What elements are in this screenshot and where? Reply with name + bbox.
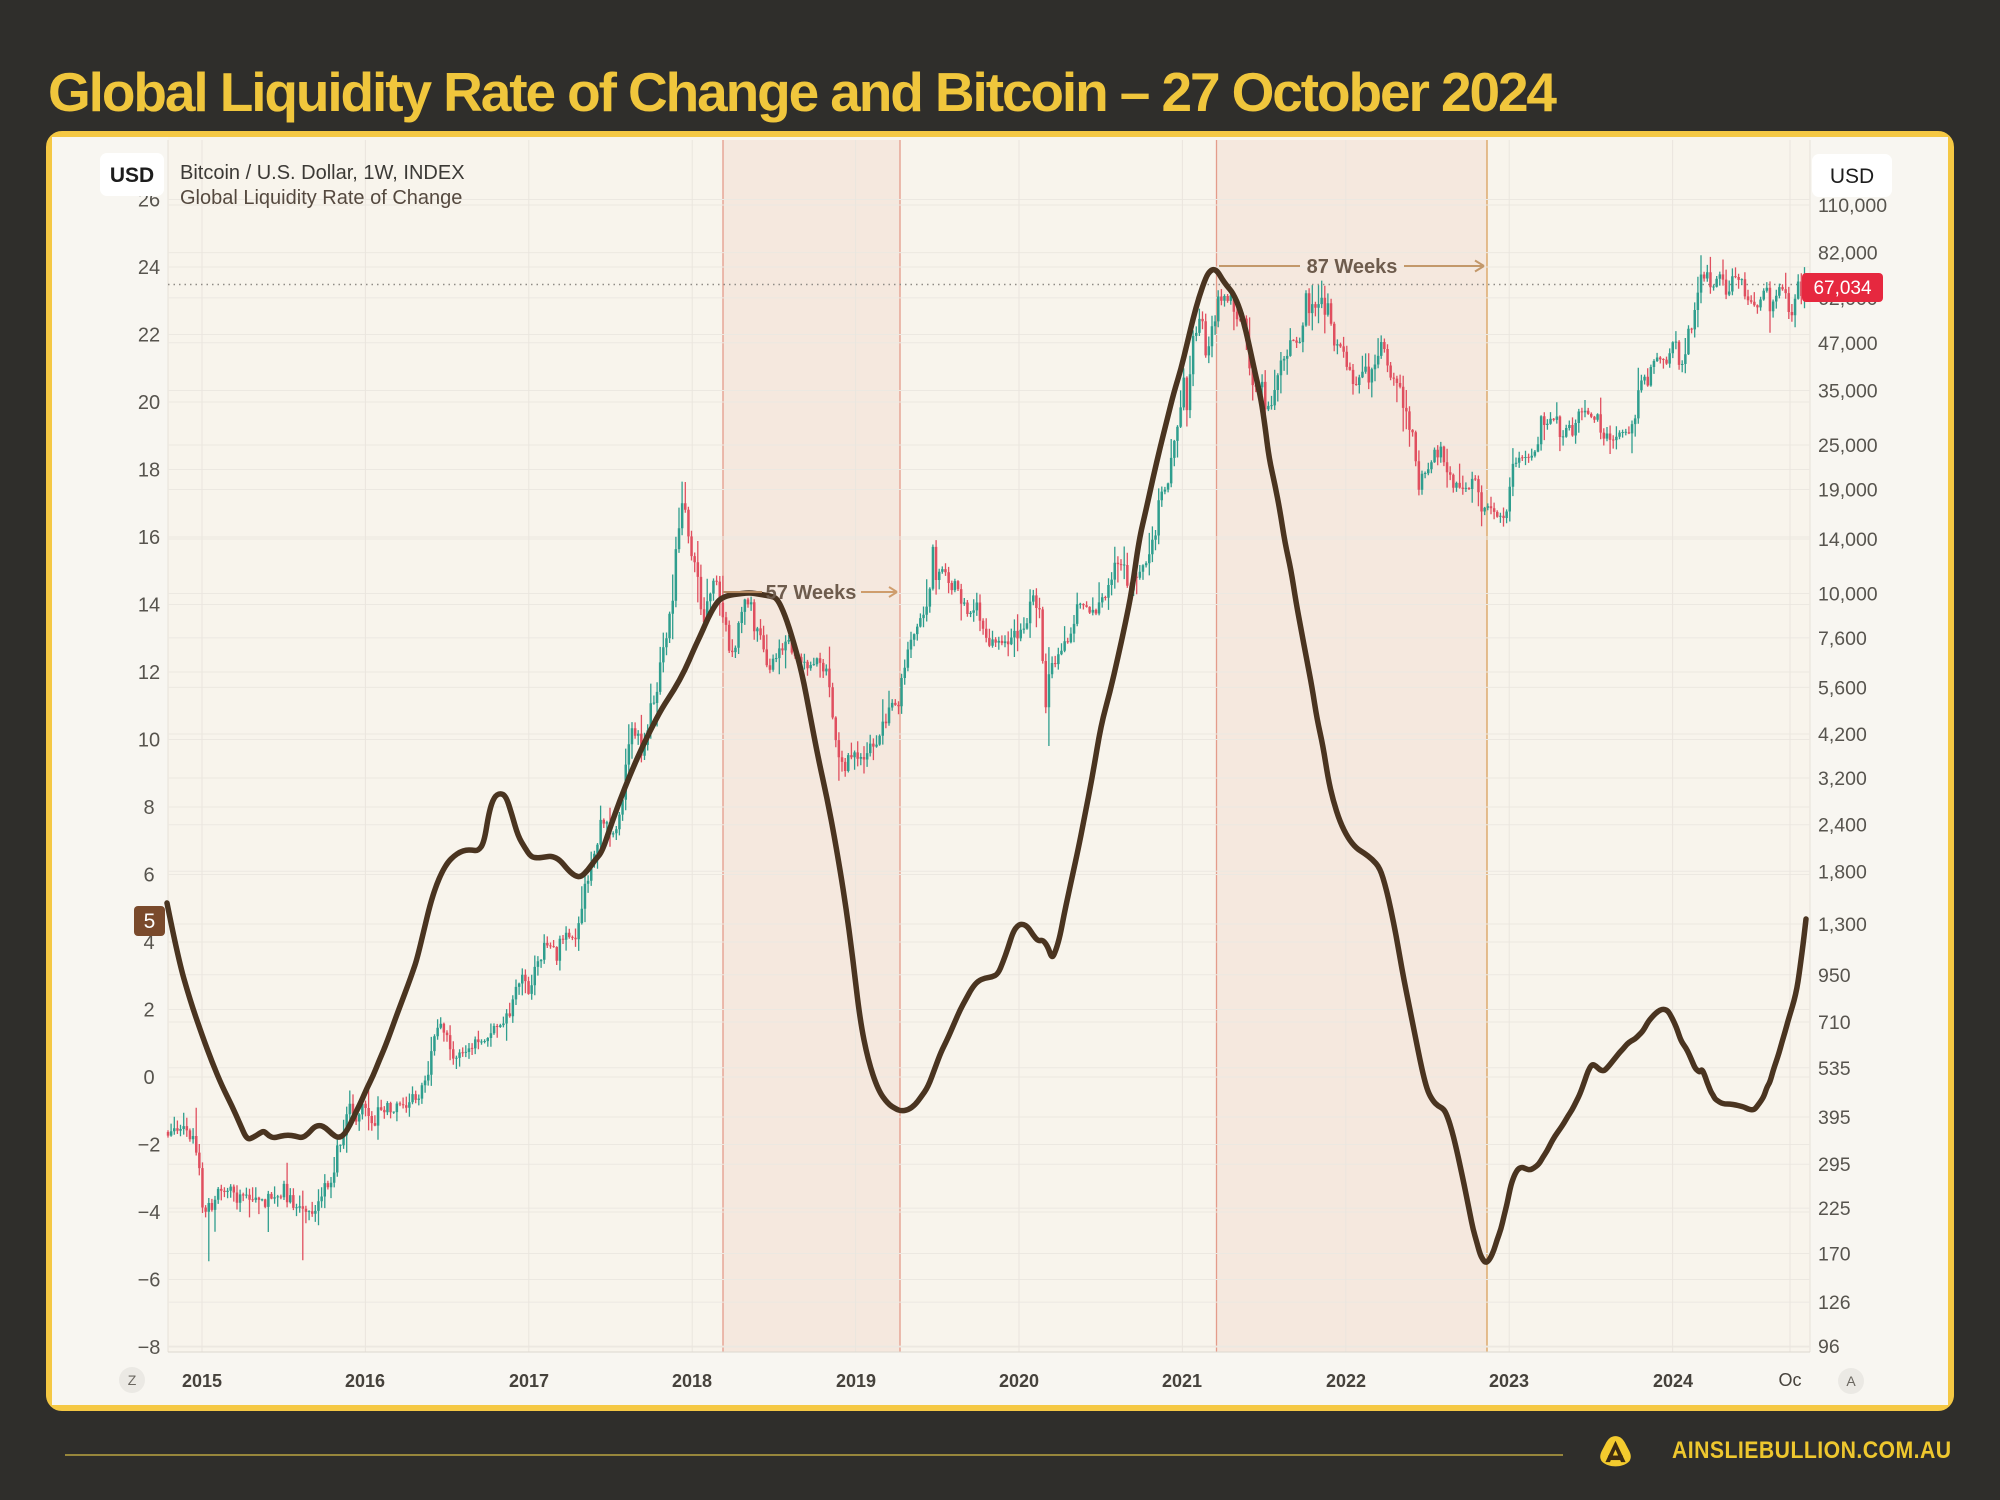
svg-text:2,400: 2,400 bbox=[1818, 815, 1867, 837]
svg-text:2020: 2020 bbox=[999, 1371, 1039, 1391]
svg-text:6: 6 bbox=[143, 865, 154, 887]
svg-text:2017: 2017 bbox=[509, 1371, 549, 1391]
svg-text:2022: 2022 bbox=[1326, 1371, 1366, 1391]
svg-text:2: 2 bbox=[143, 1000, 154, 1022]
svg-text:24: 24 bbox=[138, 257, 160, 279]
svg-text:87 Weeks: 87 Weeks bbox=[1307, 256, 1398, 278]
svg-text:14,000: 14,000 bbox=[1818, 529, 1878, 551]
svg-text:18: 18 bbox=[138, 460, 160, 482]
svg-text:Z: Z bbox=[128, 1372, 137, 1388]
svg-text:0: 0 bbox=[143, 1067, 154, 1089]
svg-text:−4: −4 bbox=[138, 1202, 161, 1224]
svg-text:22: 22 bbox=[138, 325, 160, 347]
svg-text:67,034: 67,034 bbox=[1813, 278, 1872, 299]
svg-text:2021: 2021 bbox=[1162, 1371, 1202, 1391]
svg-text:A: A bbox=[1846, 1373, 1856, 1389]
svg-text:225: 225 bbox=[1818, 1198, 1851, 1220]
svg-text:3,200: 3,200 bbox=[1818, 768, 1867, 790]
svg-text:4,200: 4,200 bbox=[1818, 724, 1867, 746]
svg-text:10,000: 10,000 bbox=[1818, 584, 1878, 606]
svg-text:−8: −8 bbox=[138, 1337, 161, 1359]
svg-text:−6: −6 bbox=[138, 1270, 161, 1292]
svg-text:14: 14 bbox=[138, 595, 160, 617]
svg-text:USD: USD bbox=[110, 164, 154, 187]
svg-text:2016: 2016 bbox=[345, 1371, 385, 1391]
svg-text:25,000: 25,000 bbox=[1818, 435, 1878, 457]
svg-text:10: 10 bbox=[138, 730, 160, 752]
svg-text:126: 126 bbox=[1818, 1292, 1851, 1314]
svg-text:5: 5 bbox=[144, 910, 156, 933]
svg-text:96: 96 bbox=[1818, 1336, 1840, 1358]
svg-text:1,300: 1,300 bbox=[1818, 914, 1867, 936]
svg-text:2018: 2018 bbox=[672, 1371, 712, 1391]
svg-text:950: 950 bbox=[1818, 965, 1851, 987]
svg-text:2024: 2024 bbox=[1653, 1371, 1693, 1391]
svg-text:−2: −2 bbox=[138, 1135, 161, 1157]
svg-text:Bitcoin / U.S. Dollar, 1W, IND: Bitcoin / U.S. Dollar, 1W, INDEX bbox=[180, 162, 465, 184]
svg-text:7,600: 7,600 bbox=[1818, 628, 1867, 650]
svg-text:47,000: 47,000 bbox=[1818, 333, 1878, 355]
svg-text:395: 395 bbox=[1818, 1107, 1851, 1129]
svg-text:535: 535 bbox=[1818, 1058, 1851, 1080]
svg-text:Global Liquidity Rate of Chang: Global Liquidity Rate of Change bbox=[180, 187, 462, 209]
svg-text:Oc: Oc bbox=[1778, 1370, 1801, 1390]
svg-text:110,000: 110,000 bbox=[1818, 195, 1887, 217]
svg-text:82,000: 82,000 bbox=[1818, 243, 1878, 265]
svg-text:8: 8 bbox=[143, 797, 154, 819]
svg-text:12: 12 bbox=[138, 662, 160, 684]
svg-text:16: 16 bbox=[138, 527, 160, 549]
svg-text:4: 4 bbox=[143, 932, 154, 954]
svg-text:20: 20 bbox=[138, 392, 160, 414]
svg-text:35,000: 35,000 bbox=[1818, 381, 1878, 403]
svg-text:295: 295 bbox=[1818, 1154, 1851, 1176]
svg-text:2023: 2023 bbox=[1489, 1371, 1529, 1391]
svg-text:5,600: 5,600 bbox=[1818, 677, 1867, 699]
svg-text:170: 170 bbox=[1818, 1244, 1851, 1266]
svg-text:1,800: 1,800 bbox=[1818, 861, 1867, 883]
svg-text:2019: 2019 bbox=[836, 1371, 876, 1391]
svg-text:USD: USD bbox=[1830, 165, 1874, 188]
svg-text:57 Weeks: 57 Weeks bbox=[766, 582, 857, 604]
svg-text:19,000: 19,000 bbox=[1818, 480, 1878, 502]
svg-text:710: 710 bbox=[1818, 1012, 1851, 1034]
svg-text:2015: 2015 bbox=[182, 1371, 222, 1391]
